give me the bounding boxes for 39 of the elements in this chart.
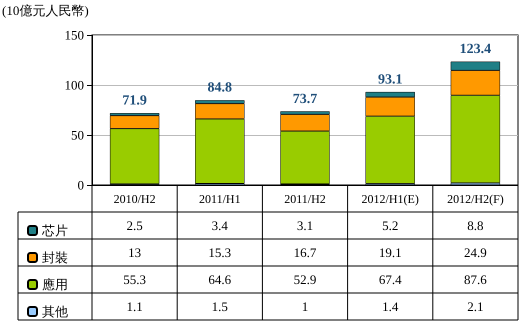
y-tick-label: 150	[64, 28, 84, 42]
legend-label: 封裝	[42, 250, 68, 265]
y-axis-title: (10億元人民幣)	[2, 3, 89, 18]
total-label: 71.9	[122, 94, 147, 109]
data-label: 19.1	[378, 245, 402, 260]
data-label: 3.1	[296, 218, 314, 233]
total-label: 84.8	[208, 80, 232, 96]
data-label: 55.3	[123, 272, 146, 287]
total-label: 93.1	[378, 72, 402, 88]
data-label: 1.5	[212, 299, 228, 314]
legend-label: 其他	[42, 304, 68, 319]
data-label: 1.1	[126, 299, 143, 314]
x-tick-label: 2011/H1	[199, 192, 241, 206]
y-tick-label: 100	[64, 78, 84, 92]
y-tick-label: 50	[71, 128, 84, 142]
data-label: 1.4	[382, 299, 399, 314]
data-label: 2.1	[467, 299, 484, 314]
data-label: 13	[128, 245, 142, 260]
data-label: 1	[302, 299, 308, 314]
x-tick-label: 2011/H2	[284, 192, 326, 206]
data-label: 24.9	[464, 245, 487, 260]
total-label: 73.7	[292, 92, 318, 107]
legend-label: 芯片	[41, 223, 68, 238]
x-tick-label: 2010/H2	[114, 192, 156, 206]
data-label: 8.8	[467, 218, 484, 233]
total-label: 123.4	[460, 42, 492, 58]
data-label: 3.4	[212, 218, 228, 233]
data-label: 2.5	[126, 218, 143, 233]
x-tick-label: 2012/H1(E)	[362, 192, 419, 206]
data-label: 87.6	[464, 272, 488, 287]
data-label: 5.2	[382, 218, 398, 233]
data-label: 64.6	[208, 272, 232, 287]
data-label: 15.3	[208, 245, 232, 260]
y-tick-label: 0	[78, 178, 84, 192]
x-tick-label: 2012/H2(F)	[447, 192, 504, 206]
legend-label: 應用	[42, 277, 68, 292]
data-label: 67.4	[378, 272, 402, 287]
data-label: 16.7	[294, 245, 317, 260]
data-label: 52.9	[294, 272, 316, 287]
